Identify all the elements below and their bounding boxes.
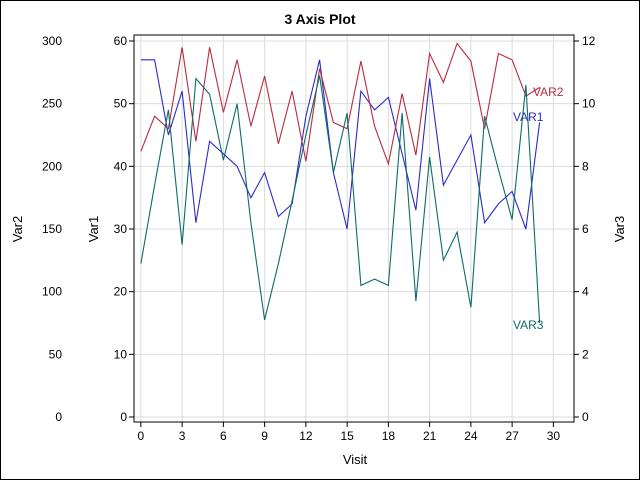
var1-tick-label: 0 (120, 410, 127, 424)
y-axis-label-var2: Var2 (10, 216, 25, 243)
var2-tick-label: 0 (55, 410, 62, 424)
x-axis-label: Visit (343, 452, 368, 467)
x-tick-label: 30 (547, 429, 561, 443)
y-axis-label-var1: Var1 (86, 216, 101, 243)
var2-tick-label: 250 (42, 97, 62, 111)
series-label-var1: VAR1 (513, 110, 544, 124)
var2-tick-label: 150 (42, 222, 62, 236)
x-tick-label: 3 (179, 429, 186, 443)
var3-tick-label: 10 (582, 97, 596, 111)
var1-tick-label: 10 (114, 347, 128, 361)
x-tick-label: 15 (340, 429, 354, 443)
series-label-var3: VAR3 (513, 318, 544, 332)
var2-tick-label: 100 (42, 285, 62, 299)
var1-tick-label: 60 (114, 34, 128, 48)
var1-tick-label: 30 (114, 222, 128, 236)
series-line-var3 (140, 75, 541, 324)
series-label-var2: VAR2 (533, 85, 564, 99)
var3-tick-label: 4 (582, 285, 589, 299)
var3-tick-label: 8 (582, 159, 589, 173)
var1-tick-label: 50 (114, 97, 128, 111)
var3-tick-label: 12 (582, 34, 596, 48)
x-tick-label: 0 (138, 429, 145, 443)
var2-tick-label: 300 (42, 34, 62, 48)
var3-tick-label: 2 (582, 347, 589, 361)
var1-tick-label: 20 (114, 285, 128, 299)
y-axis-label-var3: Var3 (612, 216, 627, 243)
var2-tick-label: 200 (42, 159, 62, 173)
x-tick-label: 21 (423, 429, 437, 443)
x-tick-label: 6 (220, 429, 227, 443)
var3-tick-label: 6 (582, 222, 589, 236)
x-tick-label: 24 (464, 429, 478, 443)
x-tick-label: 12 (299, 429, 313, 443)
x-tick-label: 18 (382, 429, 396, 443)
x-tick-label: 27 (505, 429, 519, 443)
chart-title: 3 Axis Plot (284, 11, 355, 27)
var3-tick-label: 0 (582, 410, 589, 424)
series-line-var1 (140, 59, 541, 230)
var2-tick-label: 50 (49, 347, 63, 361)
var1-tick-label: 40 (114, 159, 128, 173)
x-tick-label: 9 (261, 429, 268, 443)
series-line-var2 (140, 42, 540, 166)
